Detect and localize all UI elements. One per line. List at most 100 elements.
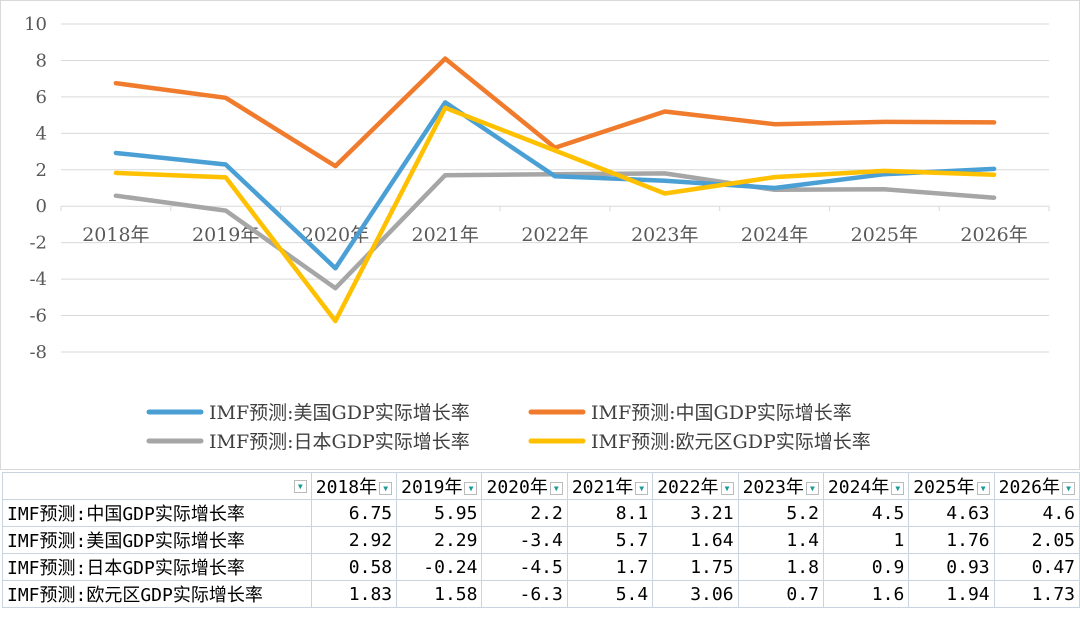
table-row: IMF预测:欧元区GDP实际增长率 1.83 1.58 -6.3 5.4 3.06 0.7 1… (2, 580, 1080, 608)
table-cell: 3.06 (652, 580, 739, 608)
table-cell: 1.94 (908, 580, 995, 608)
table-column-header[interactable]: 2018年 ▼ (310, 472, 398, 500)
y-tick-label: -8 (29, 342, 47, 363)
table-cell: 4.63 (908, 499, 995, 527)
y-tick-label: 4 (36, 123, 47, 144)
table-cell: -3.4 (481, 526, 568, 554)
table-cell: 1.73 (993, 580, 1080, 608)
table-cell: 4.6 (993, 499, 1080, 527)
row-label: IMF预测:美国GDP实际增长率 (2, 526, 312, 554)
table-row: IMF预测:中国GDP实际增长率 6.75 5.95 2.2 8.1 3.21 5.2 4.5… (2, 499, 1080, 527)
data-table: ▼ 2018年 ▼ 2019年 ▼ 2020年 ▼ 2021年 ▼ 2022年 ▼ 2023年 ▼ 20… (2, 472, 1080, 608)
series-line (113, 100, 997, 271)
table-cell: 2.05 (993, 526, 1080, 554)
x-tick-label: 2023年 (631, 224, 698, 246)
series-line (113, 56, 997, 169)
table-cell: 1 (822, 526, 910, 554)
legend-label: IMF预测:美国GDP实际增长率 (209, 402, 470, 424)
y-tick-label: 0 (36, 196, 47, 217)
table-cell: 1.6 (822, 580, 910, 608)
table-cell: 1.64 (652, 526, 739, 554)
table-column-header[interactable]: 2023年 ▼ (737, 472, 824, 500)
table-cell: 1.4 (737, 526, 824, 554)
series-line (113, 105, 997, 324)
table-row: IMF预测:日本GDP实际增长率 0.58 -0.24 -4.5 1.7 1.75 1.8 0… (2, 553, 1080, 581)
table-cell: 4.5 (822, 499, 910, 527)
column-header-label: 2019年 (401, 477, 463, 498)
dropdown-arrow-icon[interactable]: ▼ (891, 481, 905, 495)
dropdown-arrow-icon[interactable]: ▼ (635, 481, 649, 495)
table-cell: 6.75 (310, 499, 398, 527)
column-header-label: 2024年 (827, 477, 890, 498)
table-cell: 0.7 (737, 580, 824, 608)
table-cell: 2.29 (396, 526, 483, 554)
legend-label: IMF预测:欧元区GDP实际增长率 (591, 431, 871, 453)
table-cell: 1.76 (908, 526, 995, 554)
table-cell: 5.4 (566, 580, 654, 608)
row-label: IMF预测:欧元区GDP实际增长率 (2, 580, 312, 608)
row-label: IMF预测:日本GDP实际增长率 (2, 553, 312, 581)
column-header-label: 2025年 (913, 477, 975, 498)
legend-label: IMF预测:中国GDP实际增长率 (591, 402, 852, 424)
table-corner-cell[interactable]: ▼ (2, 472, 312, 500)
column-header-label: 2022年 (657, 477, 719, 498)
dropdown-arrow-icon[interactable]: ▼ (549, 481, 563, 495)
dropdown-arrow-icon[interactable]: ▼ (464, 481, 478, 495)
table-column-header[interactable]: 2022年 ▼ (652, 472, 739, 500)
chart-area: 10 8 6 4 2 0 -2 -4 -6 -8 2018年 2019年 2020年 2021年 2022年… (0, 0, 1080, 470)
table-cell: 1.58 (396, 580, 483, 608)
table-cell: -0.24 (396, 553, 483, 581)
x-tick-label: 2018年 (82, 224, 149, 246)
y-tick-label: 10 (24, 14, 47, 35)
table-body: IMF预测:中国GDP实际增长率 6.75 5.95 2.2 8.1 3.21 5.2 4.5… (2, 499, 1080, 608)
dropdown-arrow-icon[interactable]: ▼ (379, 481, 393, 495)
table-cell: 8.1 (566, 499, 654, 527)
column-header-label: 2021年 (571, 477, 634, 498)
x-tick-label: 2026年 (960, 224, 1027, 246)
table-column-header[interactable]: 2026年 ▼ (993, 472, 1080, 500)
y-tick-label: 2 (36, 160, 47, 181)
table-cell: 1.83 (310, 580, 398, 608)
y-tick-label: -6 (29, 306, 47, 327)
x-tick-label: 2024年 (741, 224, 808, 246)
column-header-label: 2018年 (315, 477, 378, 498)
y-tick-label: 6 (36, 87, 47, 108)
x-tick-label: 2025年 (851, 224, 918, 246)
table-column-header[interactable]: 2024年 ▼ (822, 472, 910, 500)
table-cell: 1.75 (652, 553, 739, 581)
table-row: IMF预测:美国GDP实际增长率 2.92 2.29 -3.4 5.7 1.64 1.4 1 1… (2, 526, 1080, 554)
table-cell: 2.2 (481, 499, 568, 527)
x-tick-label: 2019年 (192, 224, 259, 246)
dropdown-arrow-icon[interactable]: ▼ (293, 480, 307, 493)
table-column-header[interactable]: 2020年 ▼ (481, 472, 568, 500)
x-tick-label: 2022年 (521, 224, 588, 246)
table-cell: 0.47 (993, 553, 1080, 581)
data-table-wrapper: ▼ 2018年 ▼ 2019年 ▼ 2020年 ▼ 2021年 ▼ 2022年 ▼ 2023年 ▼ 20… (2, 472, 1080, 608)
table-cell: 5.2 (737, 499, 824, 527)
table-cell: 2.92 (310, 526, 398, 554)
dropdown-arrow-icon[interactable]: ▼ (805, 481, 819, 495)
column-header-label: 2020年 (486, 477, 548, 498)
legend-label: IMF预测:日本GDP实际增长率 (209, 431, 470, 453)
table-cell: 0.9 (822, 553, 910, 581)
column-header-label: 2026年 (998, 477, 1060, 498)
table-header-row: ▼ 2018年 ▼ 2019年 ▼ 2020年 ▼ 2021年 ▼ 2022年 ▼ 2023年 ▼ 20… (2, 472, 1080, 500)
table-cell: -4.5 (481, 553, 568, 581)
table-cell: -6.3 (481, 580, 568, 608)
table-cell: 0.58 (310, 553, 398, 581)
table-cell: 1.7 (566, 553, 654, 581)
dropdown-arrow-icon[interactable]: ▼ (976, 481, 990, 495)
row-label: IMF预测:中国GDP实际增长率 (2, 499, 312, 527)
dropdown-arrow-icon[interactable]: ▼ (720, 481, 734, 495)
y-tick-label: -2 (29, 233, 47, 254)
y-tick-label: 8 (36, 50, 47, 71)
x-tick-label: 2021年 (412, 224, 479, 246)
dropdown-arrow-icon[interactable]: ▼ (1062, 481, 1075, 495)
table-column-header[interactable]: 2025年 ▼ (908, 472, 995, 500)
y-tick-label: -4 (29, 269, 47, 290)
table-column-header[interactable]: 2019年 ▼ (396, 472, 483, 500)
table-cell: 5.7 (566, 526, 654, 554)
table-cell: 3.21 (652, 499, 739, 527)
table-column-header[interactable]: 2021年 ▼ (566, 472, 654, 500)
